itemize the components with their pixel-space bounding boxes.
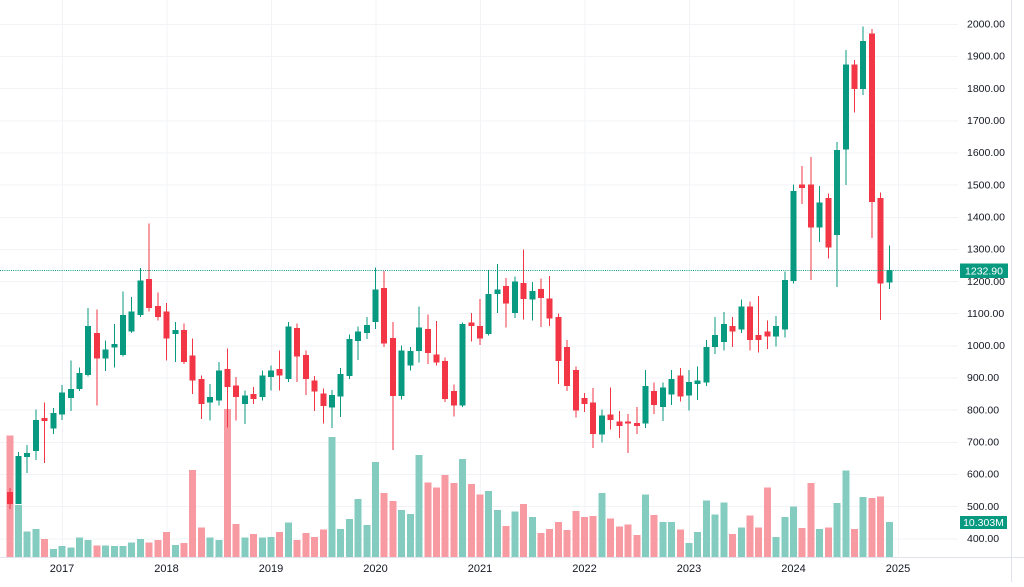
svg-text:2019: 2019 xyxy=(259,563,283,575)
svg-text:1600.00: 1600.00 xyxy=(967,147,1005,159)
svg-text:2022: 2022 xyxy=(572,563,596,575)
svg-text:2018: 2018 xyxy=(154,563,178,575)
svg-text:1000.00: 1000.00 xyxy=(967,340,1005,352)
svg-text:600.00: 600.00 xyxy=(967,469,999,481)
svg-text:2023: 2023 xyxy=(677,563,701,575)
svg-text:1800.00: 1800.00 xyxy=(967,83,1005,95)
svg-text:800.00: 800.00 xyxy=(967,404,999,416)
svg-text:400.00: 400.00 xyxy=(967,533,999,545)
svg-text:2020: 2020 xyxy=(363,563,387,575)
svg-text:1300.00: 1300.00 xyxy=(967,244,1005,256)
svg-text:1900.00: 1900.00 xyxy=(967,51,1005,63)
svg-text:1500.00: 1500.00 xyxy=(967,179,1005,191)
svg-text:2021: 2021 xyxy=(468,563,492,575)
svg-text:1232.90: 1232.90 xyxy=(965,266,1003,278)
svg-text:2024: 2024 xyxy=(781,563,805,575)
svg-text:2025: 2025 xyxy=(886,563,910,575)
svg-text:700.00: 700.00 xyxy=(967,437,999,449)
svg-text:1700.00: 1700.00 xyxy=(967,115,1005,127)
svg-text:10.303M: 10.303M xyxy=(963,517,1004,529)
svg-text:2000.00: 2000.00 xyxy=(967,19,1005,31)
svg-text:900.00: 900.00 xyxy=(967,372,999,384)
svg-text:500.00: 500.00 xyxy=(967,501,999,513)
svg-text:1200.00: 1200.00 xyxy=(967,276,1005,288)
svg-text:1100.00: 1100.00 xyxy=(967,308,1004,320)
svg-text:1400.00: 1400.00 xyxy=(967,212,1005,224)
svg-text:2017: 2017 xyxy=(50,563,74,575)
